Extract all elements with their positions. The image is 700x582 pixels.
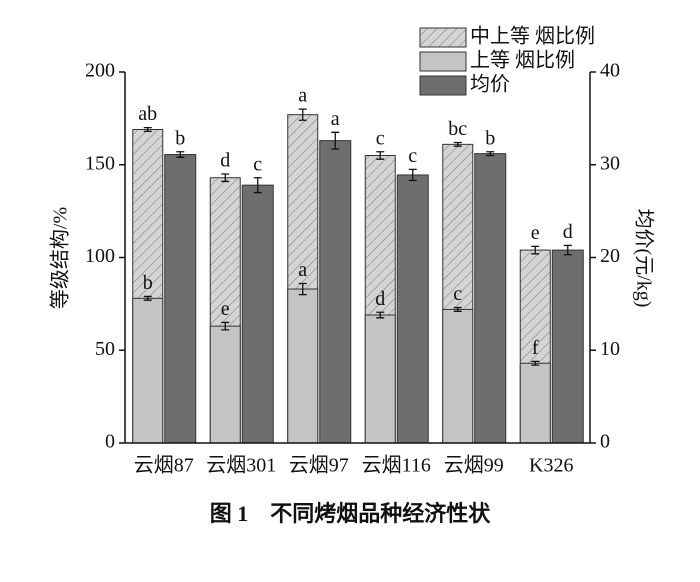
y2-axis-label: 均价(元/kg) (632, 209, 655, 308)
significance-label: c (408, 145, 417, 167)
y2-tick-label: 10 (600, 338, 620, 360)
error-bar (563, 244, 572, 256)
significance-label: e (531, 222, 540, 244)
y-axis-label: 等级结构/% (49, 207, 72, 309)
significance-label: a (298, 259, 307, 281)
error-bar (298, 282, 307, 296)
significance-label: b (175, 127, 185, 149)
bar (551, 249, 584, 444)
error-bar (298, 108, 307, 121)
significance-label: bc (448, 118, 467, 140)
error-bar (486, 151, 495, 157)
bar (319, 140, 352, 444)
bar (396, 174, 429, 444)
caption: 图 1 不同烤烟品种经济性状 (210, 501, 492, 526)
bar (209, 325, 241, 444)
significance-label: c (376, 127, 385, 149)
bar (519, 362, 551, 444)
significance-label: b (485, 127, 495, 149)
x-tick-label: 云烟87 (134, 454, 194, 477)
error-bar (176, 151, 185, 158)
significance-label: c (453, 283, 462, 305)
error-bar (408, 168, 417, 182)
error-bar (143, 127, 152, 133)
y-tick-label: 200 (85, 60, 115, 82)
significance-label: d (220, 150, 230, 172)
bar (164, 154, 197, 444)
legend-swatch (419, 27, 467, 48)
x-tick-label: 云烟301 (206, 454, 276, 477)
bar (132, 297, 164, 444)
y-tick-label: 50 (95, 338, 115, 360)
y-tick-label: 150 (85, 152, 115, 174)
error-bar (253, 177, 262, 194)
error-bar (376, 151, 385, 160)
bar (474, 153, 507, 444)
error-bar (531, 245, 540, 255)
error-bar (453, 306, 462, 312)
error-bar (453, 141, 462, 147)
x-tick-label: K326 (529, 455, 573, 477)
y-tick-label: 0 (105, 431, 115, 453)
bar (241, 184, 274, 444)
significance-label: b (143, 272, 153, 294)
bar (442, 308, 474, 444)
error-bar (331, 131, 340, 150)
legend-label: 上等 烟比例 (470, 49, 575, 72)
bar (364, 314, 396, 444)
error-bar (221, 173, 230, 183)
significance-label: f (532, 337, 539, 359)
significance-label: ab (138, 103, 157, 125)
significance-label: d (375, 288, 385, 310)
y2-tick-label: 40 (600, 60, 620, 82)
error-bar (376, 311, 385, 319)
error-bar (143, 295, 152, 301)
x-tick-label: 云烟99 (444, 454, 504, 477)
y2-tick-label: 0 (600, 431, 610, 453)
significance-label: a (298, 85, 307, 107)
error-bar (531, 360, 540, 366)
legend-swatch (419, 51, 467, 72)
legend-label: 中上等 烟比例 (470, 25, 595, 48)
y2-tick-label: 20 (600, 245, 620, 267)
x-tick-label: 云烟116 (362, 454, 431, 477)
y2-tick-label: 30 (600, 152, 620, 174)
legend-swatch (419, 75, 467, 96)
significance-label: d (563, 221, 573, 243)
significance-label: a (331, 108, 340, 130)
legend-label: 均价 (470, 73, 510, 96)
significance-label: c (253, 153, 262, 175)
y-tick-label: 100 (85, 245, 115, 267)
bar (287, 288, 319, 444)
x-tick-label: 云烟97 (289, 454, 349, 477)
significance-label: e (221, 298, 230, 320)
error-bar (221, 321, 230, 331)
